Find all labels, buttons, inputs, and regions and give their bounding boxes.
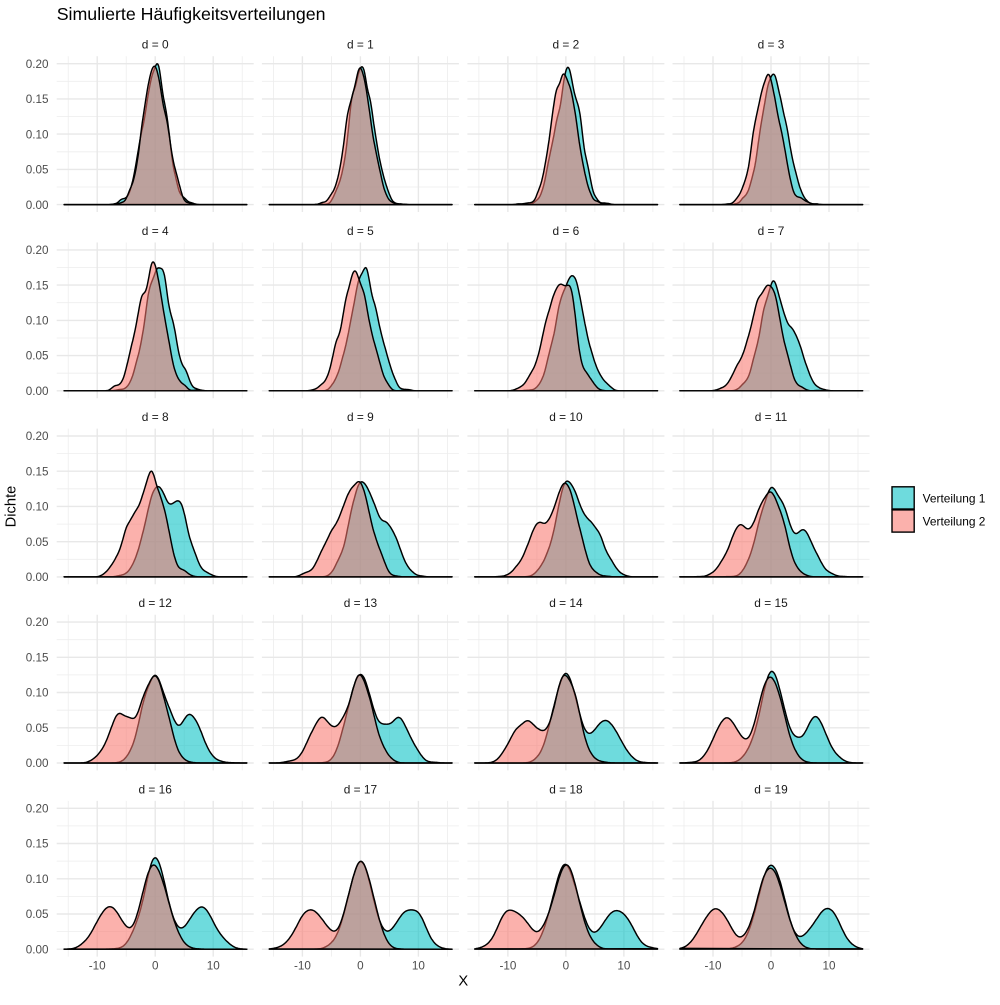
svg-text:d = 4: d = 4 [142,224,169,238]
svg-text:0.00: 0.00 [26,757,49,770]
svg-text:0.00: 0.00 [26,943,49,956]
svg-text:d = 11: d = 11 [755,410,788,424]
svg-text:d = 2: d = 2 [553,38,580,52]
svg-text:d = 6: d = 6 [553,224,580,238]
svg-text:d = 12: d = 12 [139,596,173,610]
svg-text:0.05: 0.05 [26,350,49,363]
svg-text:0.20: 0.20 [26,58,49,71]
svg-text:0.10: 0.10 [26,687,49,700]
svg-text:Verteilung 1: Verteilung 1 [923,491,986,505]
svg-text:d = 14: d = 14 [549,596,583,610]
svg-text:d = 13: d = 13 [344,596,378,610]
svg-text:0.20: 0.20 [26,430,49,443]
svg-text:0: 0 [563,959,570,972]
svg-text:d = 8: d = 8 [142,410,169,424]
svg-text:d = 16: d = 16 [139,782,173,796]
svg-text:d = 19: d = 19 [754,782,788,796]
svg-text:d = 5: d = 5 [347,224,374,238]
svg-text:10: 10 [412,959,426,972]
svg-text:0.00: 0.00 [26,199,49,212]
svg-text:0.10: 0.10 [26,128,49,141]
svg-text:d = 0: d = 0 [142,38,169,52]
svg-text:d = 10: d = 10 [549,410,583,424]
svg-text:-10: -10 [499,959,516,972]
svg-text:0.15: 0.15 [26,93,49,106]
svg-text:d = 9: d = 9 [347,410,374,424]
svg-text:Simulierte Häufigkeitsverteilu: Simulierte Häufigkeitsverteilungen [57,4,326,24]
svg-text:0.00: 0.00 [26,385,49,398]
svg-text:0.10: 0.10 [26,501,49,514]
svg-text:0.20: 0.20 [26,803,49,816]
svg-text:0: 0 [357,959,364,972]
svg-text:d = 18: d = 18 [549,782,583,796]
svg-text:0: 0 [768,959,775,972]
svg-text:0.15: 0.15 [26,465,49,478]
svg-text:0.10: 0.10 [26,873,49,886]
svg-text:0.05: 0.05 [26,536,49,549]
svg-text:0.20: 0.20 [26,616,49,629]
svg-text:0.15: 0.15 [26,838,49,851]
svg-text:0.05: 0.05 [26,164,49,177]
svg-text:-10: -10 [705,959,722,972]
svg-text:d = 7: d = 7 [758,224,785,238]
svg-text:0.10: 0.10 [26,315,49,328]
svg-text:Verteilung 2: Verteilung 2 [923,514,986,528]
svg-text:0: 0 [152,959,159,972]
svg-text:d = 15: d = 15 [754,596,788,610]
svg-text:0.00: 0.00 [26,571,49,584]
svg-text:0.20: 0.20 [26,244,49,257]
svg-text:0.15: 0.15 [26,652,49,665]
svg-text:0.15: 0.15 [26,279,49,292]
svg-text:0.05: 0.05 [26,722,49,735]
svg-text:d = 3: d = 3 [758,38,785,52]
svg-text:d = 1: d = 1 [347,38,374,52]
svg-text:10: 10 [822,959,836,972]
svg-text:-10: -10 [294,959,311,972]
svg-text:10: 10 [617,959,631,972]
svg-text:-10: -10 [89,959,106,972]
svg-text:10: 10 [207,959,221,972]
svg-text:Dichte: Dichte [4,486,20,528]
svg-text:0.05: 0.05 [26,908,49,921]
svg-text:X: X [458,974,468,990]
svg-text:d = 17: d = 17 [344,782,378,796]
